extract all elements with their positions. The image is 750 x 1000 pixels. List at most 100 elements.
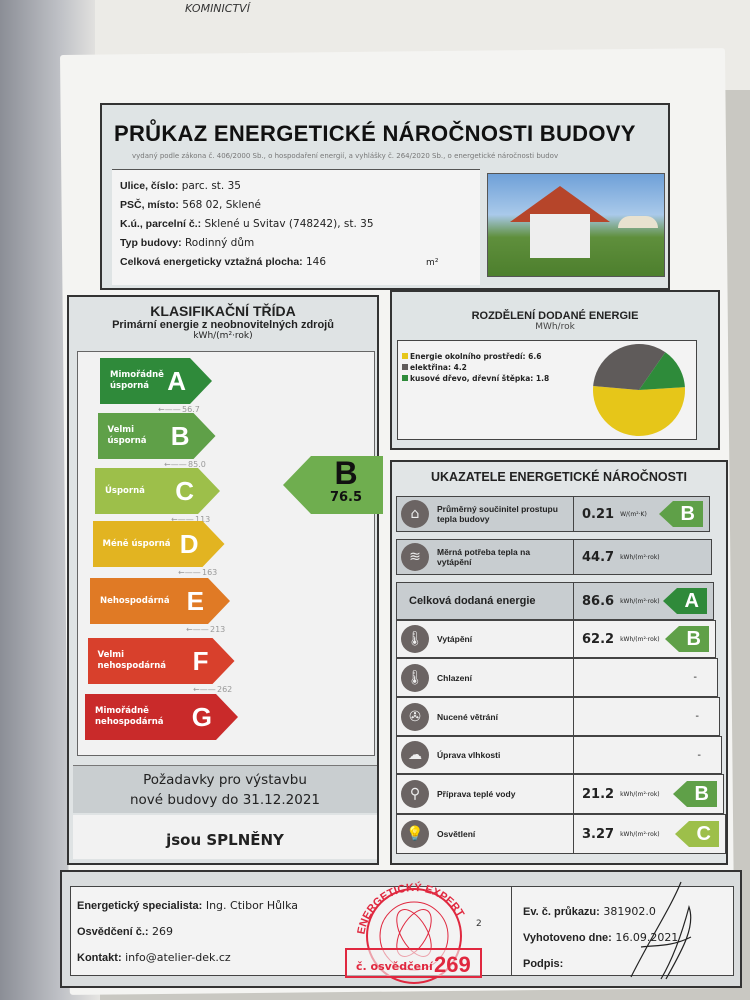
lightbulb-icon: 💡	[401, 820, 429, 848]
certificate-number: 269	[152, 925, 174, 938]
info-label: Typ budovy:	[120, 237, 182, 249]
indicator-unit: kWh/(m²·rok)	[620, 635, 660, 643]
contact-label: Kontakt:	[77, 952, 122, 964]
result-class-value: 76.5	[329, 490, 363, 505]
house-icon: ⌂	[401, 500, 429, 528]
energy-class-c: Úsporná C	[95, 468, 220, 514]
indicator-row: Celková dodaná energie 86.6 kWh/(m²·rok) A	[396, 582, 714, 620]
indicator-row: ✇ Nucené větrání -	[396, 697, 720, 736]
indicator-value: 44.7	[582, 549, 615, 565]
class-label: Úsporná	[105, 485, 145, 496]
info-value: Sklené u Svitav (748242), st. 35	[204, 218, 374, 230]
legend-swatch	[402, 375, 408, 381]
page-title: PRŮKAZ ENERGETICKÉ NÁROČNOSTI BUDOVY	[114, 121, 636, 146]
indicator-value-cell: -	[573, 698, 719, 735]
specialist-label: Energetický specialista:	[77, 900, 203, 912]
footer-inner: Energetický specialista: Ing. Ctibor Hůl…	[70, 881, 734, 984]
info-row: Celková energeticky vztažná plocha: 146 m…	[120, 256, 472, 275]
requirement-line2: nové budovy do 31.12.2021	[129, 792, 321, 808]
energy-class-f: Velmi nehospodárná F	[88, 638, 235, 684]
indicator-value: -	[693, 672, 697, 683]
indicator-unit: kWh/(m²·rok)	[620, 553, 660, 561]
cooling-thermometer-icon: 🌡	[401, 663, 429, 692]
indicator-label: Úprava vlhkosti	[437, 750, 501, 760]
indicator-unit: kWh/(m²·rok)	[620, 597, 660, 605]
info-row: Ulice, číslo: parc. st. 35	[120, 180, 472, 199]
indicator-value-cell: 21.2 kWh/(m²·rok) B	[573, 775, 723, 813]
limit-arrow-icon: ←——	[171, 515, 194, 524]
indicator-value-cell: -	[573, 737, 721, 773]
info-label: PSČ, místo:	[120, 199, 179, 211]
heat-demand-icon: ≋	[401, 543, 429, 571]
legend-label: kusové dřevo, dřevní štěpka: 1.8	[410, 374, 550, 383]
indicator-class-badge: C	[675, 821, 719, 847]
limit-arrow-icon: ←——	[178, 568, 201, 577]
specialist-footer: Energetický specialista: Ing. Ctibor Hůl…	[60, 870, 742, 988]
legal-subtitle: vydaný podle zákona č. 406/2000 Sb., o h…	[132, 152, 559, 160]
class-letter: A	[167, 365, 186, 396]
energy-class-g: Mimořádně nehospodárná G	[85, 694, 238, 740]
indicator-row: 🌡 Chlazení -	[396, 658, 718, 697]
contact-email: info@atelier-dek.cz	[125, 951, 231, 964]
legend-item: elektřina: 4.2	[402, 362, 696, 373]
energy-class-scale: Mimořádně úsporná A 56.7 ←—— Velmi úsporná B 8…	[77, 351, 383, 756]
distribution-legend: Energie okolního prostředí: 6.6 elektřina…	[398, 351, 696, 384]
info-value: 568 02, Sklené	[182, 199, 261, 211]
ev-number: 381902.0	[603, 905, 656, 918]
class-letter: D	[179, 528, 199, 559]
class-limit: 213	[210, 625, 226, 634]
energy-expert-stamp: ENERGETICKÝ EXPERT č. osvědčení 269 2	[345, 881, 482, 984]
faucet-icon: ⚲	[401, 780, 429, 808]
indicator-label: Osvětlení	[437, 829, 476, 839]
date-label: Vyhotoveno dne:	[523, 932, 612, 944]
distribution-title: ROZDĚLENÍ DODANÉ ENERGIE	[471, 310, 639, 322]
indicator-row: ≋ Měrná potřeba tepla na vytápění 44.7 kWh/…	[396, 539, 712, 575]
legend-swatch	[402, 353, 408, 359]
certificate-row: Osvědčení č.: 269	[77, 925, 173, 938]
indicator-label: Měrná potřeba tepla na vytápění	[437, 547, 531, 567]
humidity-icon: ☁	[401, 741, 429, 769]
pie-slice	[593, 344, 666, 390]
indicators-title: UKAZATELE ENERGETICKÉ NÁROČNOSTI	[430, 470, 688, 484]
stamp-sub: č. osvědčení	[356, 960, 434, 973]
class-limit: 262	[217, 685, 233, 694]
limit-arrow-icon: ←——	[158, 405, 181, 414]
class-limit: 56.7	[182, 405, 200, 414]
indicator-class-badge: B	[659, 501, 703, 527]
class-limit: 85.0	[188, 460, 206, 469]
indicator-label: Průměrný součinitel prostupu tepla budov…	[437, 504, 558, 524]
result-class-arrow: B 76.5	[283, 456, 383, 514]
indicator-row: 💡 Osvětlení 3.27 kWh/(m²·rok) C	[396, 814, 726, 854]
classification-subtitle: Primární energie z neobnovitelných zdroj…	[112, 319, 334, 331]
info-value: parc. st. 35	[181, 180, 241, 192]
indicator-value: -	[697, 749, 701, 761]
indicators-panel: UKAZATELE ENERGETICKÉ NÁROČNOSTI ⌂ Průměr…	[390, 460, 728, 865]
indicator-value-cell: 62.2 kWh/(m²·rok) B	[573, 621, 715, 657]
indicator-value: 21.2	[582, 786, 615, 802]
energy-class-b: Velmi úsporná B	[98, 413, 216, 459]
date-row: Vyhotoveno dne: 16.09.2021	[523, 931, 678, 944]
indicator-class-badge: B	[673, 781, 717, 807]
class-limit: 113	[195, 515, 211, 524]
signature-label: Podpis:	[523, 958, 564, 970]
info-value: Rodinný dům	[184, 237, 255, 249]
indicator-value-cell: 44.7 kWh/(m²·rok)	[573, 540, 711, 574]
info-label: Celková energeticky vztažná plocha:	[120, 256, 303, 268]
indicator-row: ☁ Úprava vlhkosti -	[396, 736, 722, 774]
class-label: Mimořádně úsporná	[110, 370, 164, 391]
pie-slice	[593, 386, 685, 436]
indicator-value-cell: 0.21 W/(m²·K) B	[573, 497, 709, 531]
indicator-label: Vytápění	[437, 634, 473, 644]
building-photo	[487, 173, 665, 277]
class-letter: F	[192, 645, 209, 676]
stamp-number: 269	[434, 952, 471, 977]
requirement-status: jsou SPLNĚNY	[73, 815, 377, 859]
energy-class-d: Méně úsporná D	[93, 521, 225, 567]
legend-swatch	[402, 364, 408, 370]
svg-text:ENERGETICKÝ EXPERT: ENERGETICKÝ EXPERT	[355, 881, 466, 935]
certificate-label: Osvědčení č.:	[77, 926, 149, 938]
limit-arrow-icon: ←——	[193, 685, 216, 694]
limit-arrow-icon: ←——	[164, 460, 187, 469]
footer-divider	[511, 887, 512, 975]
certificate-header: PRŮKAZ ENERGETICKÉ NÁROČNOSTI BUDOVY vyd…	[100, 103, 670, 290]
